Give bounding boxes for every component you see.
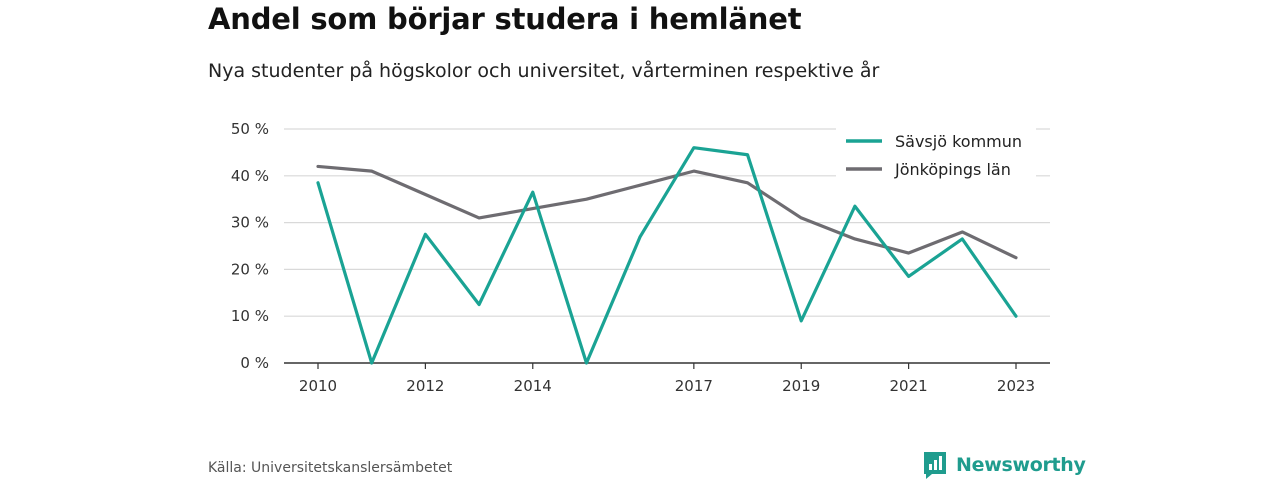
y-tick-label: 20 % [231, 260, 269, 278]
brand-name: Newsworthy [956, 454, 1086, 476]
x-tick-label: 2010 [299, 377, 337, 395]
x-axis: 2010 2012 2014 2017 2019 2021 2023 [284, 362, 1050, 395]
y-tick-label: 0 % [240, 354, 269, 372]
source-note: Källa: Universitetskanslersämbetet [208, 460, 453, 476]
x-tick-label: 2023 [997, 377, 1035, 395]
legend-background [836, 126, 1036, 184]
series-lines [316, 146, 1018, 365]
y-tick-label: 50 % [231, 120, 269, 138]
legend-entry: Sävsjö kommun [895, 132, 1022, 151]
x-tick-label: 2017 [675, 377, 713, 395]
chart-title: Andel som börjar studera i hemlänet [208, 2, 802, 36]
x-tick-label: 2019 [782, 377, 820, 395]
x-tick-label: 2021 [890, 377, 928, 395]
legend: Sävsjö kommun Jönköpings län [836, 126, 1036, 184]
newsworthy-logo-icon [924, 452, 946, 479]
x-tick-label: 2014 [514, 377, 552, 395]
series-line [316, 146, 1018, 365]
legend-entry: Jönköpings län [894, 160, 1011, 179]
series-line [316, 164, 1018, 260]
y-tick-label: 40 % [231, 167, 269, 185]
chart-subtitle: Nya studenter på högskolor och universit… [208, 60, 880, 82]
y-axis-ticks: 0 % 10 % 20 % 30 % 40 % 50 % [231, 120, 269, 372]
x-tick-label: 2012 [406, 377, 444, 395]
y-tick-label: 10 % [231, 307, 269, 325]
newsworthy-brand[interactable]: Newsworthy [922, 450, 1086, 480]
y-tick-label: 30 % [231, 214, 269, 232]
